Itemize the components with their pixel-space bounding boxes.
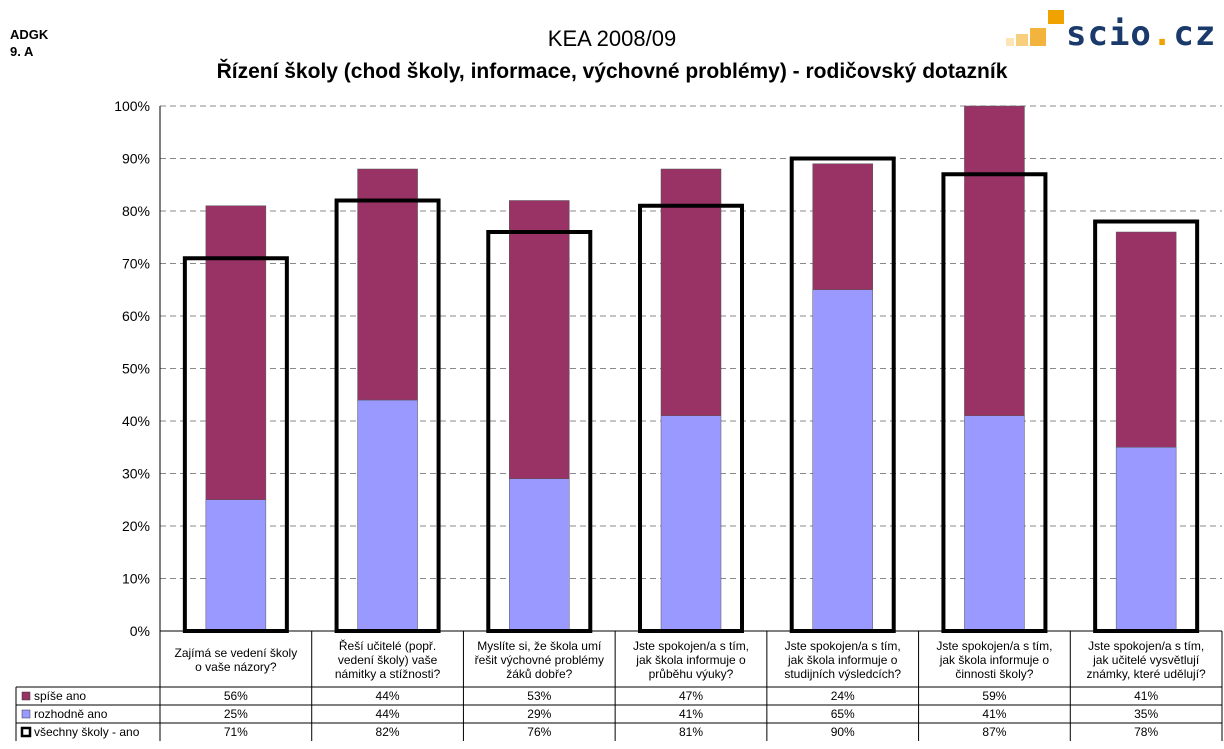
data-label: 24%: [831, 689, 855, 703]
legend-key: [21, 691, 31, 701]
y-tick-label: 90%: [122, 151, 150, 167]
bar-spise-ano: [357, 168, 418, 401]
bar-rozhodne-ano: [812, 289, 873, 632]
category-label: průběhu výuky?: [649, 667, 734, 681]
data-label: 71%: [224, 725, 248, 739]
y-tick-label: 30%: [122, 466, 150, 482]
data-label: 41%: [982, 707, 1006, 721]
bar-vsechny-skoly: [182, 256, 289, 633]
category-label: námitky a stížnosti?: [335, 667, 441, 681]
data-label: 44%: [376, 707, 400, 721]
bar-spise-ano: [205, 205, 267, 500]
category-label: Jste spokojen/a s tím,: [1088, 639, 1204, 653]
y-tick-label: 40%: [122, 413, 150, 429]
category-label: o vaše názory?: [195, 660, 277, 674]
category-label: jak učitelé vysvětlují: [1092, 653, 1200, 667]
bar-rozhodne-ano: [1115, 447, 1177, 632]
data-label: 78%: [1134, 725, 1158, 739]
legend-label: všechny školy - ano: [34, 725, 140, 739]
bar-rozhodne-ano: [964, 415, 1025, 632]
y-tick-label: 50%: [122, 361, 150, 377]
logo-text: scio.cz: [1066, 14, 1217, 54]
category-label: žáků dobře?: [506, 667, 572, 681]
bar-spise-ano: [660, 168, 722, 416]
y-tick-label: 10%: [122, 571, 150, 587]
category-label: Jste spokojen/a s tím,: [785, 639, 901, 653]
category-label: Jste spokojen/a s tím,: [633, 639, 749, 653]
data-label: 41%: [679, 707, 703, 721]
y-tick-label: 0%: [130, 623, 150, 639]
legend-key-vsechny-skoly: [20, 726, 32, 738]
data-label: 59%: [982, 689, 1006, 703]
bar-rozhodne-ano: [509, 478, 570, 632]
bar-rozhodne-ano: [357, 399, 418, 632]
y-tick-label: 60%: [122, 308, 150, 324]
legend-label: rozhodně ano: [34, 707, 108, 721]
category-label: jak škola informuje o: [939, 653, 1050, 667]
data-label: 44%: [376, 689, 400, 703]
legend-key: [21, 709, 31, 719]
category-label: činnosti školy?: [955, 667, 1033, 681]
y-tick-label: 20%: [122, 518, 150, 534]
category-label: vedení školy) vaše: [338, 653, 438, 667]
chart-subtitle: Řízení školy (chod školy, informace, výc…: [216, 60, 1008, 83]
data-label: 87%: [982, 725, 1006, 739]
category-label: studijních výsledcích?: [784, 667, 901, 681]
y-tick-label: 80%: [122, 203, 150, 219]
data-label: 29%: [527, 707, 551, 721]
bar-vsechny-skoly: [1093, 219, 1200, 633]
bar-vsechny-skoly: [638, 203, 744, 633]
data-label: 82%: [376, 725, 400, 739]
chart-title: KEA 2008/09: [547, 26, 677, 51]
bar-vsechny-skoly: [334, 198, 441, 633]
y-tick-label: 70%: [122, 256, 150, 272]
category-label: Jste spokojen/a s tím,: [936, 639, 1052, 653]
category-label: jak škola informuje o: [635, 653, 746, 667]
data-label: 81%: [679, 725, 703, 739]
bar-spise-ano: [812, 163, 873, 290]
category-label: Zajímá se vedení školy: [174, 646, 297, 660]
bar-vsechny-skoly: [486, 230, 593, 633]
category-label: Řeší učitelé (popř.: [339, 638, 436, 653]
logo-mark-icon: [1006, 10, 1064, 46]
data-label: 47%: [679, 689, 703, 703]
y-tick-label: 100%: [114, 98, 150, 114]
school-code: ADGK: [10, 27, 49, 42]
data-label: 56%: [224, 689, 248, 703]
category-label: Myslíte si, že škola umí: [477, 639, 602, 653]
bar-rozhodne-ano: [205, 499, 267, 632]
data-label: 35%: [1134, 707, 1158, 721]
bar-rozhodne-ano: [660, 415, 722, 632]
class-label: 9. A: [10, 44, 34, 59]
category-label: známky, které udělují?: [1087, 667, 1206, 681]
bar-spise-ano: [964, 105, 1025, 416]
legend-label: spíše ano: [34, 689, 86, 703]
bar-spise-ano: [1115, 231, 1177, 448]
category-label: jak škola informuje o: [787, 653, 898, 667]
bar-spise-ano: [509, 200, 570, 479]
data-label: 90%: [831, 725, 855, 739]
scio-logo: scio.cz: [1006, 8, 1221, 58]
data-label: 53%: [527, 689, 551, 703]
data-label: 41%: [1134, 689, 1158, 703]
bar-vsechny-skoly: [789, 156, 896, 633]
category-label: řešit výchovné problémy: [475, 653, 604, 667]
class-code: ADGK 9. A: [10, 26, 48, 60]
data-label: 76%: [527, 725, 551, 739]
bar-vsechny-skoly: [941, 172, 1048, 633]
data-label: 65%: [831, 707, 855, 721]
data-label: 25%: [224, 707, 248, 721]
